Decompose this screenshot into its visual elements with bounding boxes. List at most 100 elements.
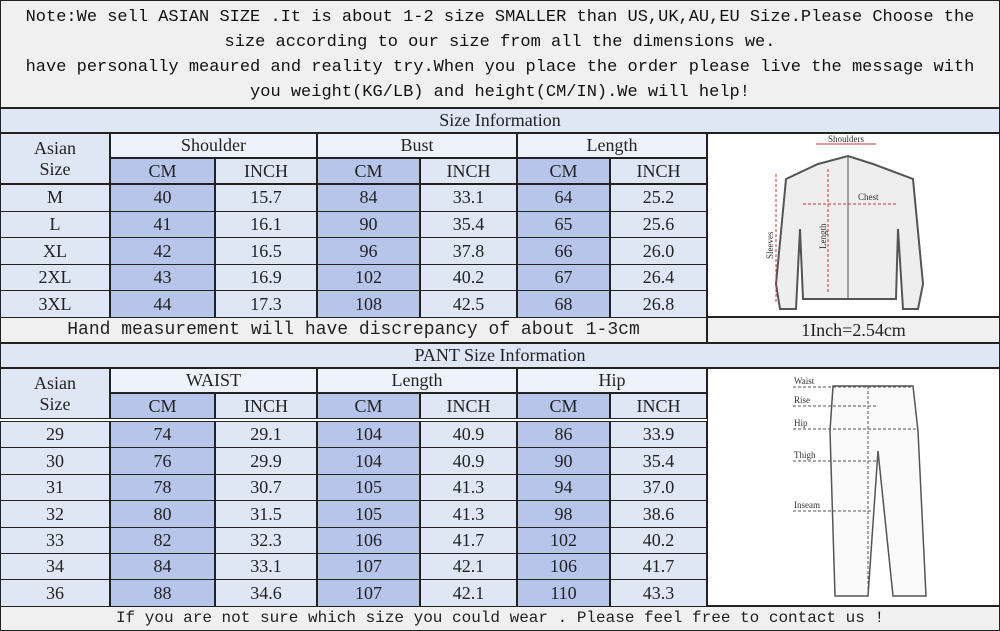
table-cell-text: 64: [554, 187, 573, 208]
table-cell: 78: [110, 473, 215, 502]
table-cell: 32.3: [215, 526, 317, 554]
table-cell-text: 33.1: [452, 187, 485, 208]
table-cell-text: 106: [355, 529, 382, 550]
group-header-text: WAIST: [186, 370, 241, 391]
table-cell-text: 43: [153, 267, 172, 288]
group-header-text: Hip: [598, 370, 626, 391]
table-cell-text: 40.9: [452, 424, 485, 445]
table-cell: 35.4: [610, 447, 707, 475]
table-cell: 32: [0, 500, 110, 528]
diagram-label: Rise: [794, 395, 810, 405]
table-cell-text: 102: [355, 267, 382, 288]
table-cell: 96: [317, 237, 420, 265]
unit-header-text: CM: [549, 160, 578, 181]
notice-line: size according to our size from all the …: [224, 33, 776, 52]
table-cell-text: 67: [554, 267, 573, 288]
group-header: Bust: [317, 133, 517, 158]
group-header-text: Length: [586, 135, 638, 156]
table-cell-text: 41.7: [642, 556, 675, 577]
table-cell: 15.7: [215, 184, 317, 212]
unit-header-text: CM: [354, 395, 383, 416]
table-cell: 41.7: [610, 553, 707, 581]
diagram-label: Hip: [794, 418, 808, 428]
diagram-label: Thigh: [794, 450, 816, 460]
table-cell: 16.1: [215, 210, 317, 239]
table-cell-text: 82: [153, 529, 172, 550]
table-cell-text: 16.5: [250, 240, 282, 261]
table-cell-text: 98: [554, 503, 573, 524]
table-cell-text: 88: [153, 582, 172, 603]
table-cell-text: 35.4: [452, 214, 485, 235]
table-cell: 34.6: [215, 579, 317, 607]
unit-header-text: INCH: [636, 395, 681, 416]
table-cell-text: 42.5: [452, 293, 485, 314]
table-cell-text: 74: [153, 424, 172, 445]
table-cell: 37.8: [420, 237, 517, 265]
table-cell: 25.2: [610, 184, 707, 212]
unit-header-text: INCH: [446, 395, 491, 416]
table-cell-text: 16.9: [250, 267, 282, 288]
table-cell: 42: [110, 237, 215, 265]
diagram-label: Inseam: [794, 500, 820, 510]
table-cell: 90: [317, 210, 420, 239]
table-cell: 43.3: [610, 579, 707, 607]
table-cell-text: 68: [554, 293, 573, 314]
table-cell-text: 16.1: [250, 214, 282, 235]
table-cell: XL: [0, 237, 110, 265]
table-cell: 34: [0, 553, 110, 581]
group-header: WAIST: [110, 368, 317, 393]
table-cell-text: 80: [153, 503, 172, 524]
table-cell: 40.2: [420, 263, 517, 292]
table-cell-text: 42: [153, 240, 172, 261]
table-cell: 38.6: [610, 500, 707, 528]
size-header: Asian Size: [0, 368, 110, 419]
table-cell: 26.0: [610, 237, 707, 265]
table-cell-text: 37.8: [452, 240, 485, 261]
table-cell: 37.0: [610, 473, 707, 502]
table-cell: 30: [0, 447, 110, 475]
table-cell-text: 25.2: [642, 187, 675, 208]
table-cell: 40.9: [420, 447, 517, 475]
section-title-text: Size Information: [439, 110, 561, 131]
table-cell: 36: [0, 579, 110, 607]
section-title: Size Information: [0, 108, 1000, 133]
table-cell-text: 94: [554, 477, 573, 498]
table-cell: 102: [317, 263, 420, 292]
table-cell: 68: [517, 290, 610, 318]
notice-line: have personally meaured and reality try.…: [25, 58, 975, 77]
table-cell: 84: [317, 184, 420, 212]
unit-header-text: CM: [148, 160, 177, 181]
table-cell: M: [0, 184, 110, 212]
diagram-label: Waist: [794, 376, 815, 386]
table-cell-text: 42.1: [452, 556, 485, 577]
table-cell: 66: [517, 237, 610, 265]
table-cell-text: 34.6: [250, 582, 282, 603]
unit-header: INCH: [420, 393, 517, 419]
table-cell-text: 32: [46, 503, 64, 524]
table-cell: L: [0, 210, 110, 239]
unit-header-text: CM: [549, 395, 578, 416]
table-cell-text: 31.5: [250, 503, 282, 524]
table-cell-text: 105: [355, 477, 382, 498]
table-cell-text: 34: [46, 556, 64, 577]
table-cell: 80: [110, 500, 215, 528]
table-cell-text: 26.4: [642, 267, 675, 288]
unit-header-text: INCH: [446, 160, 491, 181]
table-cell: 65: [517, 210, 610, 239]
table-cell-text: 90: [554, 450, 573, 471]
size-header: Asian Size: [0, 133, 110, 184]
unit-header-text: INCH: [244, 160, 288, 181]
table-cell-text: M: [46, 187, 63, 208]
table-cell-text: 105: [355, 503, 382, 524]
table-cell-text: 107: [355, 556, 382, 577]
table-cell-text: 41.3: [452, 477, 485, 498]
table-cell-text: 42.1: [452, 582, 485, 603]
table-cell: 26.8: [610, 290, 707, 318]
diagram-label: Chest: [858, 192, 879, 202]
notice-line: you weight(KG/LB) and height(CM/IN).We w…: [250, 83, 750, 102]
table-cell-text: 26.0: [642, 240, 675, 261]
table-cell-text: 41.7: [452, 529, 485, 550]
table-cell: 107: [317, 553, 420, 581]
table-cell: 41: [110, 210, 215, 239]
table-cell-text: 15.7: [250, 187, 282, 208]
